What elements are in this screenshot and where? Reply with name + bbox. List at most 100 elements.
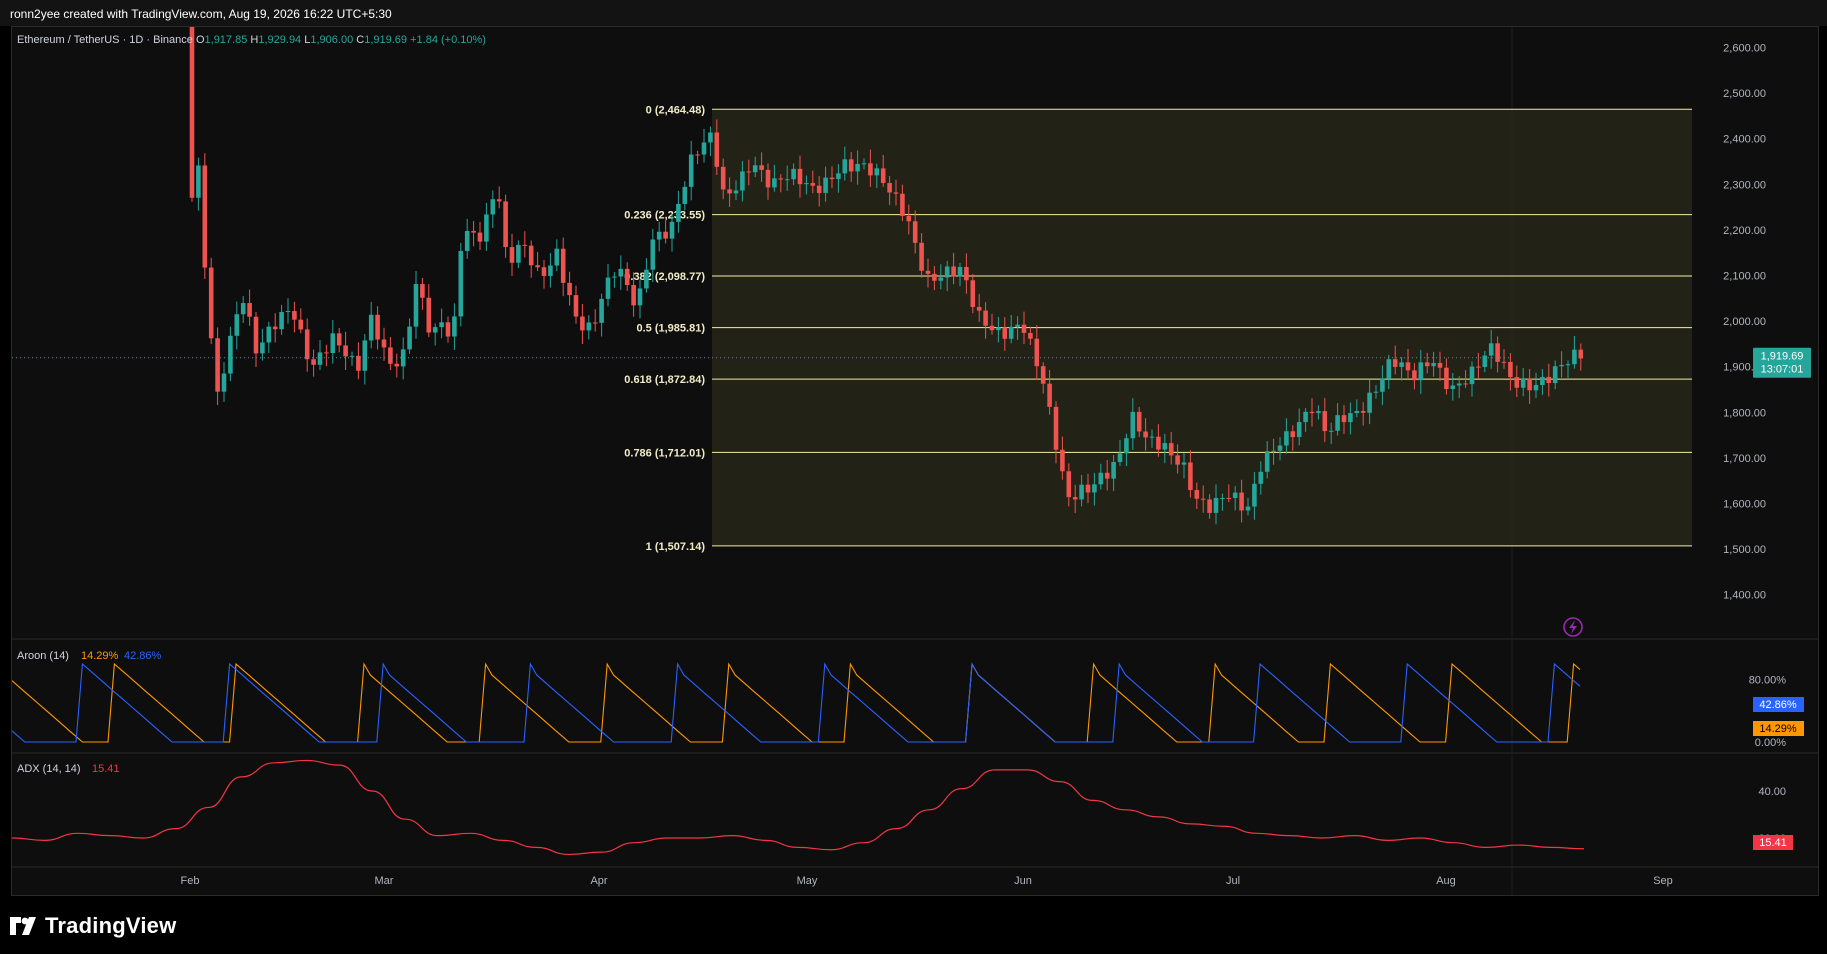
candle-body[interactable] [1444, 367, 1449, 390]
candle-body[interactable] [836, 173, 841, 180]
candle-body[interactable] [573, 295, 579, 317]
candle-body[interactable] [1136, 411, 1142, 432]
candle-body[interactable] [1277, 445, 1283, 451]
candle-body[interactable] [554, 248, 560, 266]
candle-body[interactable] [1258, 471, 1264, 484]
candle-body[interactable] [298, 319, 304, 330]
candle-body[interactable] [394, 363, 400, 367]
candle-body[interactable] [1373, 391, 1379, 393]
candle-body[interactable] [1392, 359, 1398, 367]
candle-body[interactable] [247, 303, 252, 317]
candle-body[interactable] [637, 288, 643, 306]
candle-body[interactable] [1002, 327, 1008, 339]
candle-body[interactable] [1239, 492, 1244, 511]
candle-body[interactable] [1476, 366, 1481, 368]
candle-body[interactable] [1252, 483, 1257, 507]
candle-body[interactable] [1360, 410, 1366, 413]
candle-body[interactable] [733, 190, 739, 194]
candle-body[interactable] [1405, 362, 1411, 371]
candle-body[interactable] [215, 338, 220, 392]
candle-body[interactable] [420, 284, 425, 298]
candle-body[interactable] [1162, 443, 1168, 450]
candle-body[interactable] [1021, 324, 1027, 333]
candle-body[interactable] [1354, 410, 1360, 414]
candle-body[interactable] [1533, 385, 1539, 391]
candle-body[interactable] [618, 268, 624, 277]
candle-body[interactable] [1527, 378, 1532, 391]
candle-body[interactable] [682, 186, 688, 204]
candle-body[interactable] [1264, 451, 1270, 472]
candle-body[interactable] [1034, 338, 1040, 367]
candle-body[interactable] [260, 342, 265, 354]
candle-body[interactable] [592, 322, 598, 324]
candle-body[interactable] [861, 163, 867, 165]
candle-body[interactable] [202, 165, 208, 268]
candle-body[interactable] [477, 232, 483, 242]
candle-body[interactable] [605, 277, 611, 299]
candle-body[interactable] [983, 310, 988, 326]
candle-body[interactable] [701, 142, 707, 155]
candle-body[interactable] [1226, 497, 1232, 499]
candle-body[interactable] [1495, 343, 1500, 362]
candle-body[interactable] [1412, 370, 1417, 381]
candle-body[interactable] [650, 239, 656, 270]
candle-body[interactable] [496, 199, 502, 202]
candle-body[interactable] [970, 280, 976, 307]
candle-body[interactable] [1501, 361, 1507, 363]
candle-body[interactable] [426, 297, 432, 333]
candle-body[interactable] [752, 165, 758, 173]
candle-body[interactable] [1290, 431, 1296, 438]
candle-body[interactable] [343, 345, 348, 357]
candle-body[interactable] [765, 169, 771, 188]
candle-body[interactable] [1072, 497, 1078, 500]
candle-body[interactable] [829, 177, 835, 180]
candle-body[interactable] [759, 165, 764, 170]
candle-body[interactable] [285, 311, 291, 313]
candle-body[interactable] [1047, 383, 1052, 407]
candle-body[interactable] [272, 326, 278, 330]
candle-body[interactable] [1098, 472, 1104, 485]
candle-body[interactable] [957, 267, 963, 277]
candle-body[interactable] [599, 298, 604, 323]
candle-body[interactable] [413, 284, 419, 327]
candle-body[interactable] [1092, 484, 1097, 493]
candle-body[interactable] [516, 244, 521, 263]
candle-body[interactable] [1060, 449, 1065, 472]
candle-body[interactable] [1482, 355, 1488, 367]
candle-body[interactable] [772, 178, 777, 188]
candle-body[interactable] [932, 273, 937, 281]
candle-body[interactable] [1066, 471, 1072, 498]
candle-body[interactable] [1552, 366, 1558, 383]
candle-body[interactable] [458, 250, 464, 317]
candle-body[interactable] [1194, 490, 1200, 499]
candle-body[interactable] [1200, 498, 1206, 500]
candle-body[interactable] [1463, 383, 1468, 385]
candle-body[interactable] [528, 245, 534, 266]
candle-body[interactable] [541, 267, 547, 276]
candle-body[interactable] [1559, 364, 1564, 367]
candle-body[interactable] [1015, 324, 1020, 327]
candle-body[interactable] [1565, 364, 1571, 366]
candle-body[interactable] [292, 311, 297, 320]
candle-body[interactable] [503, 201, 508, 248]
candle-body[interactable] [567, 282, 572, 296]
candle-body[interactable] [1104, 472, 1110, 479]
chart-container[interactable]: 2,600.00 2,500.00 2,400.00 2,300.00 2,200.00… [11, 6, 1819, 896]
candle-body[interactable] [1450, 385, 1456, 390]
candle-body[interactable] [324, 352, 329, 354]
candle-body[interactable] [330, 333, 336, 353]
candle-body[interactable] [816, 185, 822, 193]
candle-body[interactable] [1079, 484, 1084, 500]
candle-body[interactable] [356, 355, 361, 371]
candle-body[interactable] [676, 203, 681, 222]
candle-body[interactable] [938, 277, 944, 281]
candle-body[interactable] [1514, 377, 1520, 388]
candle-body[interactable] [1296, 422, 1302, 438]
candle-body[interactable] [1386, 359, 1392, 379]
candle-body[interactable] [1335, 415, 1340, 431]
candle-body[interactable] [688, 154, 694, 187]
candle-body[interactable] [874, 168, 880, 176]
candle-body[interactable] [484, 214, 489, 242]
candle-body[interactable] [1456, 383, 1462, 386]
candle-body[interactable] [509, 247, 515, 263]
